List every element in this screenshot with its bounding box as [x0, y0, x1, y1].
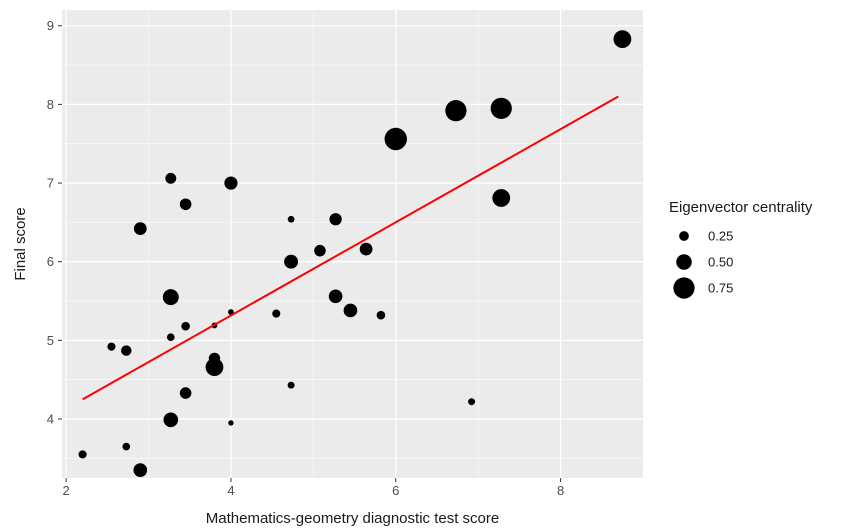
- data-point-0: [78, 450, 87, 459]
- data-point-20: [287, 215, 295, 223]
- data-point-5: [133, 463, 148, 477]
- x-tick-label: 6: [392, 483, 399, 498]
- data-point-19: [272, 309, 281, 318]
- y-tick-label: 9: [47, 18, 54, 33]
- data-point-8: [166, 333, 175, 342]
- data-point-1: [107, 342, 116, 351]
- plot-panel-background: [62, 10, 643, 478]
- x-tick-label: 8: [557, 483, 564, 498]
- y-tick-label: 4: [47, 412, 54, 427]
- y-axis-title: Final score: [12, 207, 29, 280]
- x-axis-title: Mathematics-geometry diagnostic test sco…: [206, 510, 499, 527]
- data-point-32: [490, 97, 512, 119]
- data-point-31: [468, 398, 476, 406]
- legend-key-1: [676, 254, 692, 270]
- data-point-3: [122, 442, 131, 451]
- data-point-21: [284, 254, 299, 269]
- data-point-4: [133, 222, 147, 236]
- data-point-30: [445, 100, 467, 122]
- legend-label: 0.50: [708, 255, 733, 270]
- data-point-33: [492, 189, 511, 207]
- data-point-2: [121, 345, 132, 356]
- data-point-9: [163, 412, 179, 428]
- data-point-23: [314, 244, 326, 257]
- legend-key-2: [673, 277, 695, 299]
- data-point-27: [359, 242, 373, 256]
- plot-area: [62, 10, 643, 478]
- data-point-10: [179, 198, 192, 211]
- data-point-34: [613, 30, 632, 49]
- y-tick-label: 7: [47, 176, 54, 191]
- size-legend: Eigenvector centrality 0.25 0.50 0.75: [669, 199, 813, 299]
- data-point-16: [224, 176, 238, 190]
- x-tick-label: 4: [227, 483, 234, 498]
- data-point-7: [162, 289, 179, 306]
- data-point-22: [287, 381, 295, 389]
- data-point-15: [205, 358, 224, 376]
- data-point-11: [181, 321, 190, 331]
- legend-label: 0.25: [708, 229, 733, 244]
- trend-line: [82, 95, 619, 401]
- data-point-28: [376, 310, 386, 320]
- data-point-12: [179, 387, 192, 399]
- legend-label: 0.75: [708, 281, 733, 296]
- y-tick-label: 8: [47, 97, 54, 112]
- data-point-26: [343, 303, 358, 318]
- legend-title: Eigenvector centrality: [669, 199, 813, 216]
- y-tick-label: 6: [47, 254, 54, 269]
- data-point-24: [329, 213, 342, 226]
- data-point-29: [384, 127, 407, 151]
- x-tick-label: 2: [63, 483, 70, 498]
- data-point-25: [328, 289, 343, 304]
- data-point-17: [228, 309, 234, 315]
- y-tick-label: 5: [47, 333, 54, 348]
- data-point-6: [165, 172, 177, 184]
- axes: 2 4 6 8 4 5 6 7 8 9 Mathematics-geometry diagnosti…: [12, 18, 564, 527]
- legend-key-0: [679, 231, 689, 241]
- data-point-18: [228, 420, 234, 426]
